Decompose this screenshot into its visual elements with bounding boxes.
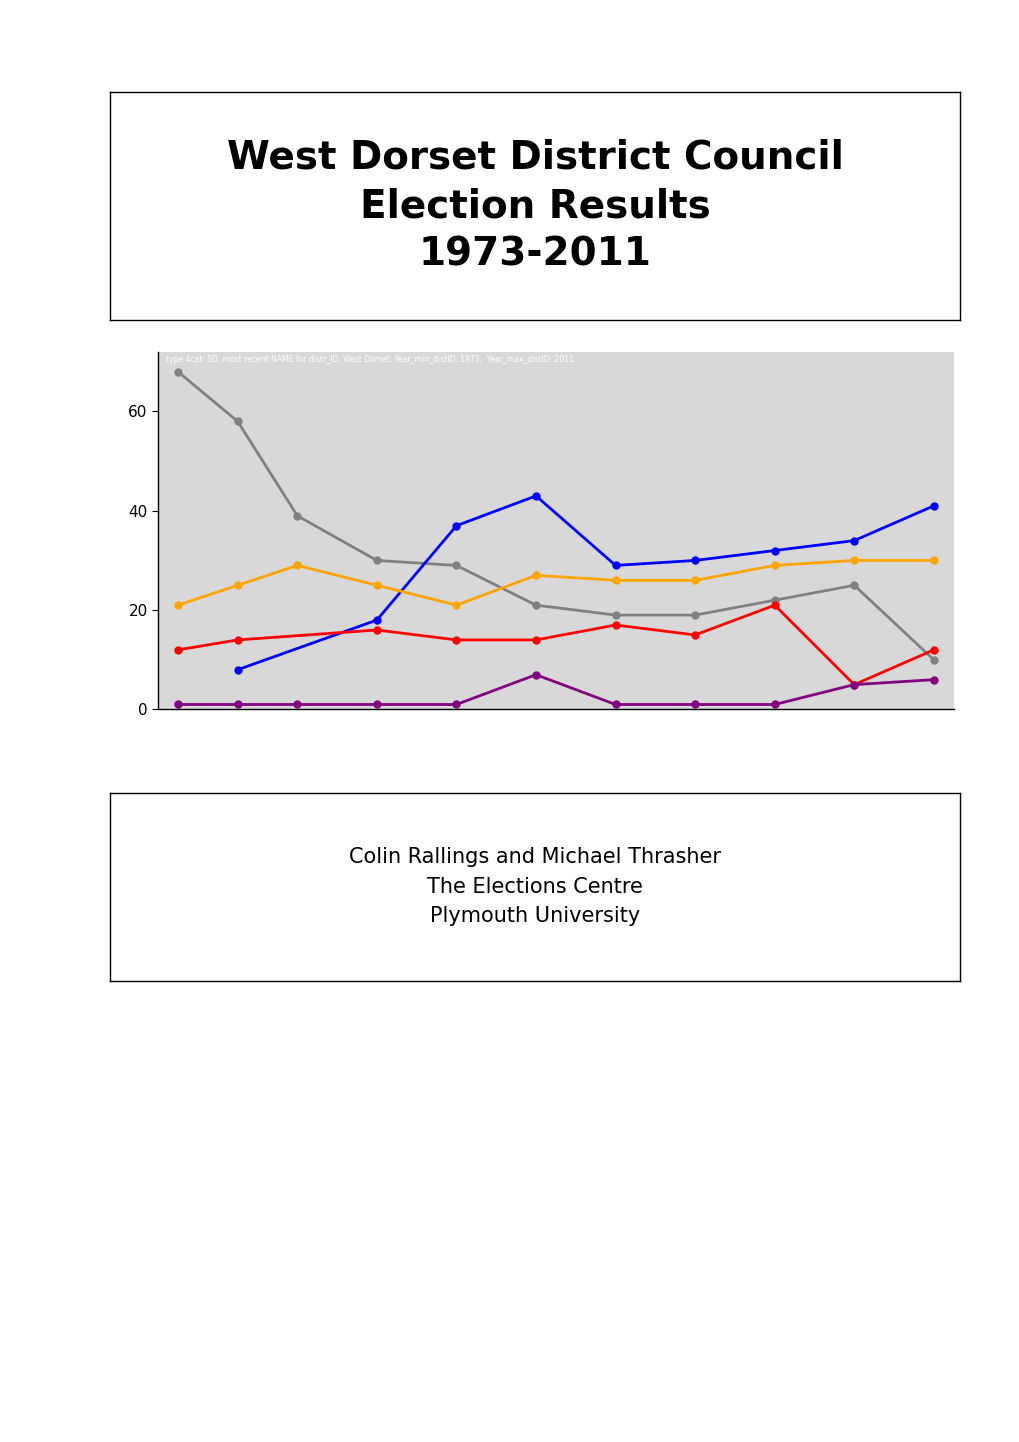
Text: West Dorset District Council
Election Results
1973-2011: West Dorset District Council Election Re…: [226, 138, 843, 274]
Text: type 4cat: SD, most recent NAME for distr_ID: West Dorset, Year_min_distID: 1973: type 4cat: SD, most recent NAME for dist…: [166, 355, 574, 365]
Text: Colin Rallings and Michael Thrasher
The Elections Centre
Plymouth University: Colin Rallings and Michael Thrasher The …: [348, 848, 720, 926]
